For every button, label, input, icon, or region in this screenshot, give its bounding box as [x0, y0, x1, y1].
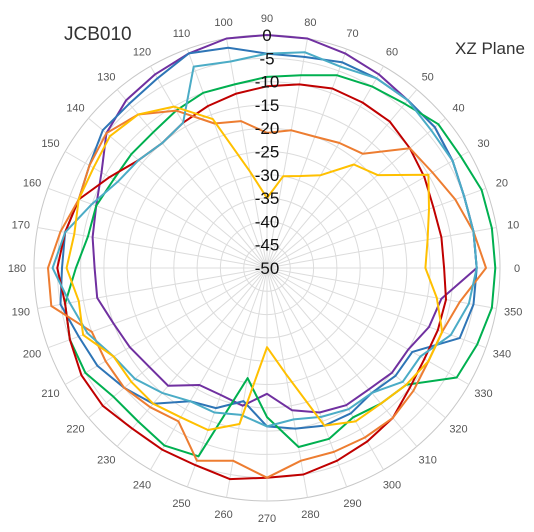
grid-spoke-210 — [64, 267, 268, 385]
angle-tick-label: 20 — [496, 178, 508, 190]
angle-tick-label: 250 — [172, 498, 190, 510]
series-line-3 — [64, 74, 497, 458]
grid-spoke-50 — [266, 89, 418, 269]
chart-title-right: XZ Plane — [455, 39, 525, 58]
radial-tick-label: -15 — [255, 96, 280, 115]
angle-tick-label: 40 — [452, 102, 464, 114]
grid-spoke-30 — [266, 151, 470, 269]
angle-tick-label: 120 — [133, 47, 151, 59]
angle-tick-label: 230 — [97, 455, 115, 467]
angle-tick-label: 80 — [304, 17, 316, 29]
radial-labels: 0 -5 -10 -15 -20 -25 -30 -35 -40 -45 -50 — [255, 26, 280, 278]
angle-labels: 0 10 20 30 40 50 60 70 80 90 100 110 120 130 140 150 160… — [8, 13, 523, 525]
angle-tick-label: 60 — [386, 47, 398, 59]
angle-tick-label: 70 — [346, 28, 358, 40]
series-line-7 — [65, 105, 444, 431]
angle-tick-label: 90 — [261, 13, 273, 25]
angle-tick-label: 260 — [214, 509, 232, 521]
chart-title-left: JCB010 — [64, 24, 132, 45]
grid-spoke-140 — [88, 117, 268, 269]
series-line-6 — [51, 51, 478, 428]
angle-tick-label: 330 — [474, 388, 492, 400]
angle-tick-label: 310 — [419, 455, 437, 467]
grid-spoke-200 — [47, 267, 268, 349]
grid-spoke-160 — [47, 187, 268, 269]
angle-tick-label: 300 — [383, 480, 401, 492]
angle-tick-label: 0 — [514, 263, 520, 275]
angle-tick-label: 220 — [66, 424, 84, 436]
angle-tick-label: 160 — [23, 178, 41, 190]
grid-spoke-10 — [266, 227, 497, 269]
grid-spoke-20 — [266, 187, 487, 269]
grid-spoke-70 — [266, 48, 348, 269]
radial-tick-label: -25 — [255, 143, 280, 162]
grid-spoke-170 — [37, 227, 268, 269]
grid-spoke-340 — [266, 267, 487, 349]
series-line-5 — [47, 109, 487, 479]
grid-spoke-120 — [150, 65, 268, 269]
radial-tick-label: 0 — [262, 26, 271, 45]
angle-tick-label: 110 — [173, 28, 191, 40]
grid-spoke-350 — [266, 267, 497, 309]
grid-spoke-100 — [226, 38, 268, 269]
polar-grid — [33, 34, 501, 502]
radial-tick-label: -40 — [255, 212, 280, 231]
angle-tick-label: 180 — [8, 263, 26, 275]
angle-tick-label: 150 — [41, 138, 59, 150]
grid-spoke-130 — [116, 89, 268, 269]
series-layer — [47, 34, 497, 481]
grid-spoke-240 — [150, 267, 268, 471]
grid-spoke-280 — [266, 267, 308, 498]
radial-tick-label: -30 — [255, 166, 280, 185]
angle-tick-label: 200 — [23, 349, 41, 361]
grid-spoke-320 — [266, 267, 446, 419]
grid-spoke-60 — [266, 65, 384, 269]
grid-spoke-330 — [266, 267, 470, 385]
radial-tick-label: -50 — [255, 259, 280, 278]
grid-spoke-310 — [266, 267, 418, 447]
radial-tick-label: -20 — [255, 119, 280, 138]
angle-tick-label: 320 — [449, 424, 467, 436]
grid-spoke-80 — [266, 38, 308, 269]
angle-tick-label: 290 — [343, 498, 361, 510]
grid-spoke-290 — [266, 267, 348, 488]
angle-tick-label: 30 — [477, 138, 489, 150]
angle-tick-label: 170 — [12, 220, 30, 232]
angle-tick-label: 190 — [12, 306, 30, 318]
grid-spoke-190 — [37, 267, 268, 309]
angle-tick-label: 340 — [493, 349, 511, 361]
radial-tick-label: -35 — [255, 189, 280, 208]
grid-spoke-230 — [116, 267, 268, 447]
angle-tick-label: 280 — [301, 509, 319, 521]
grid-spoke-150 — [64, 151, 268, 269]
grid-spoke-220 — [88, 267, 268, 419]
series-line-1 — [91, 34, 478, 414]
angle-tick-label: 270 — [258, 513, 276, 525]
angle-tick-label: 10 — [507, 220, 519, 232]
grid-spoke-250 — [186, 267, 268, 488]
grid-spoke-300 — [266, 267, 384, 471]
radial-tick-label: -5 — [259, 49, 274, 68]
radial-tick-label: -45 — [255, 236, 280, 255]
angle-tick-label: 210 — [41, 388, 59, 400]
angle-tick-label: 130 — [97, 72, 115, 84]
radial-tick-label: -10 — [255, 73, 280, 92]
angle-tick-label: 100 — [214, 17, 232, 29]
angle-tick-label: 50 — [422, 72, 434, 84]
angle-tick-label: 140 — [66, 102, 84, 114]
grid-spoke-110 — [186, 48, 268, 269]
grid-spoke-40 — [266, 117, 446, 269]
series-line-4 — [56, 83, 447, 481]
grid-spoke-260 — [226, 267, 268, 498]
angle-tick-label: 350 — [504, 306, 522, 318]
angle-tick-label: 240 — [133, 480, 151, 492]
